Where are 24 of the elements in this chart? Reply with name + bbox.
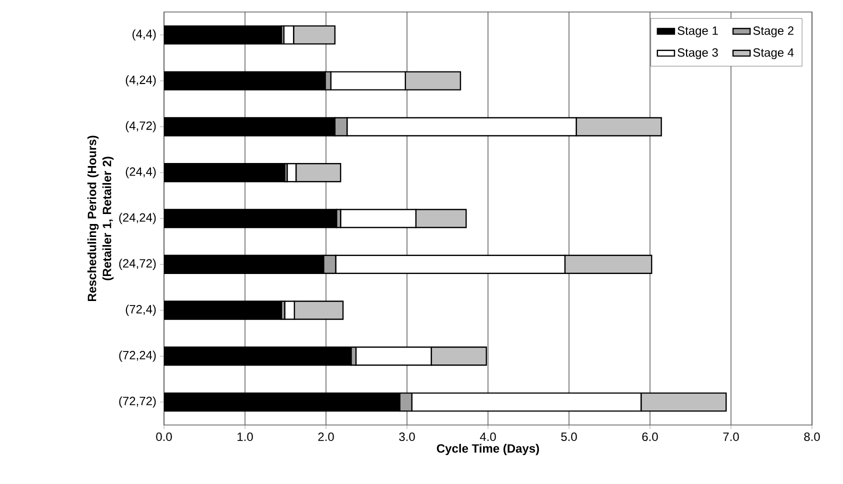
y-tick-label: (4,72) <box>126 121 156 132</box>
y-tick-label: (4,24) <box>126 75 156 86</box>
y-tick-label: (24,24) <box>119 212 156 224</box>
legend-label: Stage 3 <box>678 48 718 60</box>
x-tick-label: 3.0 <box>399 432 415 442</box>
x-tick-label: 1.0 <box>238 432 253 442</box>
x-axis-title: Cycle Time (Days) <box>436 444 539 456</box>
x-tick-label: 6.0 <box>642 432 658 442</box>
legend-label: Stage 4 <box>753 48 794 60</box>
x-tick-label: 2.0 <box>318 432 334 442</box>
x-tick-label: 0.0 <box>156 432 172 442</box>
x-tick-label: 7.0 <box>723 432 739 442</box>
y-tick-label: (72,72) <box>119 396 156 408</box>
x-tick-label: 4.0 <box>480 432 496 442</box>
legend-label: Stage 2 <box>753 26 794 38</box>
x-tick-label: 8.0 <box>804 432 820 442</box>
y-tick-label: (24,4) <box>126 167 156 178</box>
y-tick-label: (4,4) <box>132 29 156 41</box>
y-tick-label: (72,4) <box>126 304 156 316</box>
legend-label: Stage 1 <box>678 26 718 38</box>
y-tick-label: (72,24) <box>119 350 156 362</box>
x-tick-label: 5.0 <box>561 432 577 442</box>
y-tick-label: (24,72) <box>119 258 156 270</box>
y-axis-title: Rescheduling Period (Hours) (Retailer 1, Retailer 2) <box>87 136 114 302</box>
